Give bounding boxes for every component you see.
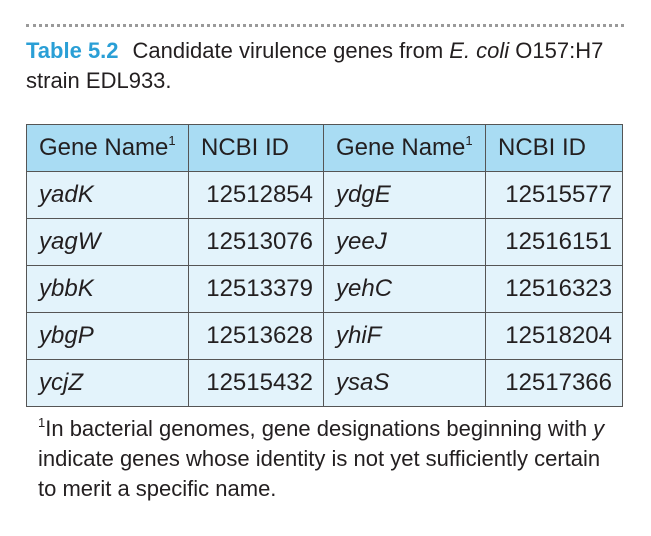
ncbi-id-cell: 12513379 xyxy=(188,265,324,313)
table-footnote: 1In bacterial genomes, gene designations… xyxy=(38,414,618,504)
ncbi-id-cell: 12512854 xyxy=(188,171,324,219)
ncbi-id-cell: 12515432 xyxy=(188,359,324,407)
table-caption: Table 5.2 Candidate virulence genes from … xyxy=(26,36,626,96)
gene-name-cell: yagW xyxy=(26,218,189,266)
header-ncbi-id-1: NCBI ID xyxy=(188,124,324,172)
header-gene-name-2: Gene Name1 xyxy=(323,124,486,172)
header-ncbi-id-2: NCBI ID xyxy=(485,124,623,172)
virulence-gene-table: Gene Name1 NCBI ID Gene Name1 NCBI ID ya… xyxy=(26,124,623,407)
footnote-letter: y xyxy=(593,416,605,441)
table-header-row: Gene Name1 NCBI ID Gene Name1 NCBI ID xyxy=(26,124,623,172)
gene-name-cell: ycjZ xyxy=(26,359,189,407)
table-row: ybbK 12513379 yehC 12516323 xyxy=(26,265,623,313)
caption-text-after: O157:H7 strain EDL933. xyxy=(26,38,604,93)
ncbi-id-cell: 12513076 xyxy=(188,218,324,266)
footnote-mark: 1 xyxy=(38,415,46,430)
gene-name-cell: ybbK xyxy=(26,265,189,313)
table-row: ycjZ 12515432 ysaS 12517366 xyxy=(26,359,623,407)
gene-name-cell: yadK xyxy=(26,171,189,219)
gene-table-container: Gene Name1 NCBI ID Gene Name1 NCBI ID ya… xyxy=(26,124,623,407)
ncbi-id-cell: 12516323 xyxy=(485,265,623,313)
ncbi-id-cell: 12515577 xyxy=(485,171,623,219)
top-dotted-divider xyxy=(26,24,624,27)
table-row: yadK 12512854 ydgE 12515577 xyxy=(26,171,623,219)
table-row: ybgP 12513628 yhiF 12518204 xyxy=(26,312,623,360)
gene-name-cell: yehC xyxy=(323,265,486,313)
footnote-text-after: indicate genes whose identity is not yet… xyxy=(38,446,601,501)
gene-name-cell: yeeJ xyxy=(323,218,486,266)
ncbi-id-cell: 12513628 xyxy=(188,312,324,360)
header-gene-name-1: Gene Name1 xyxy=(26,124,189,172)
gene-name-cell: yhiF xyxy=(323,312,486,360)
header-footnote-mark-2: 1 xyxy=(465,133,473,148)
gene-name-cell: ydgE xyxy=(323,171,486,219)
ncbi-id-cell: 12517366 xyxy=(485,359,623,407)
ncbi-id-cell: 12518204 xyxy=(485,312,623,360)
gene-name-cell: ybgP xyxy=(26,312,189,360)
ncbi-id-cell: 12516151 xyxy=(485,218,623,266)
header-footnote-mark-1: 1 xyxy=(168,133,176,148)
table-number-label: Table 5.2 xyxy=(26,38,119,63)
caption-text-before: Candidate virulence genes from xyxy=(132,38,450,63)
caption-organism: E. coli xyxy=(449,38,510,63)
footnote-text-before: In bacterial genomes, gene designations … xyxy=(45,416,594,441)
table-row: yagW 12513076 yeeJ 12516151 xyxy=(26,218,623,266)
gene-name-cell: ysaS xyxy=(323,359,486,407)
